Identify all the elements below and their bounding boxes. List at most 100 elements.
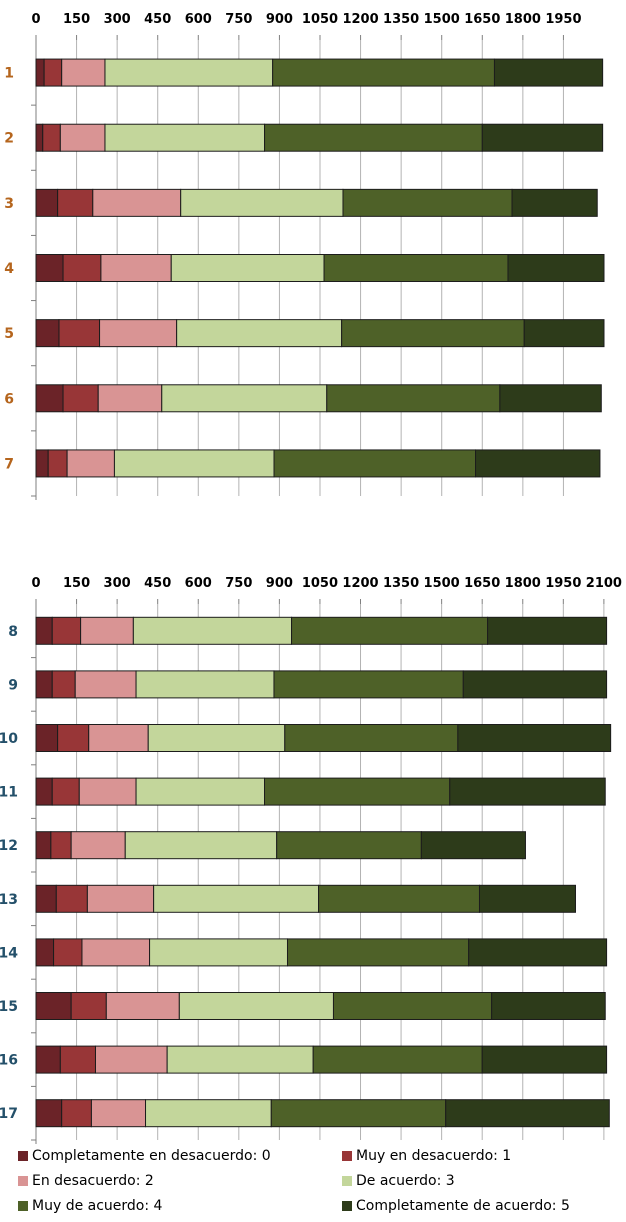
- bar-segment: [57, 188, 94, 217]
- bar-segment: [104, 123, 266, 152]
- bar-segment: [66, 449, 115, 478]
- bar-segment: [35, 884, 57, 913]
- bar-segment: [312, 1045, 483, 1074]
- category-label: 13: [0, 892, 18, 908]
- bar-segment: [124, 831, 278, 860]
- legend: Completamente en desacuerdo: 0 Muy en de…: [18, 1146, 618, 1222]
- bar-segment: [58, 319, 101, 348]
- bar-segment: [499, 384, 602, 413]
- category-label: 11: [0, 785, 18, 801]
- bar-segment: [457, 724, 612, 752]
- x-tick-label: 1800: [505, 576, 541, 591]
- x-tick-label: 1200: [342, 12, 378, 27]
- x-tick-label: 450: [144, 576, 171, 591]
- bar-segment: [100, 254, 172, 282]
- x-tick-label: 1500: [424, 576, 460, 591]
- bar-segment: [113, 449, 275, 478]
- bar-segment: [47, 449, 68, 478]
- bar-segment: [145, 1099, 272, 1128]
- bar-segment: [462, 670, 608, 699]
- bar-segment: [132, 616, 293, 645]
- bar-segment: [135, 777, 266, 806]
- category-label: 10: [0, 731, 18, 747]
- bar-segment: [511, 188, 598, 217]
- bar-segment: [135, 670, 275, 699]
- x-tick-label: 1800: [505, 12, 541, 27]
- bar-segment: [70, 831, 126, 860]
- bar-segment: [97, 384, 163, 413]
- bar-segment: [35, 992, 72, 1020]
- bar-segment: [445, 1099, 610, 1128]
- bar-segment: [332, 992, 493, 1020]
- bar-segment: [273, 670, 464, 699]
- bar-segment: [468, 938, 608, 967]
- bar-segment: [166, 1045, 314, 1074]
- category-label: 1: [4, 66, 14, 82]
- bar-segment: [493, 58, 604, 87]
- category-label: 8: [8, 624, 18, 640]
- bar-segment: [78, 777, 137, 806]
- bar-segment: [264, 777, 451, 806]
- bar-segment: [94, 1045, 168, 1074]
- bar-segment: [180, 188, 344, 217]
- bar-segment: [35, 1099, 63, 1128]
- bar-segment: [53, 938, 83, 967]
- x-tick-label: 0: [31, 12, 40, 27]
- bar-segment: [449, 777, 606, 806]
- legend-label: Muy en desacuerdo: 1: [356, 1148, 512, 1164]
- bar-segment: [88, 724, 149, 752]
- bar-segment: [170, 254, 325, 282]
- legend-swatch: [18, 1151, 28, 1161]
- bar-segment: [35, 384, 64, 413]
- x-tick-label: 1500: [424, 12, 460, 27]
- bar-segment: [161, 384, 328, 413]
- bar-segment: [318, 884, 480, 913]
- legend-swatch: [342, 1176, 352, 1186]
- x-tick-label: 1200: [342, 576, 378, 591]
- bar-segment: [35, 831, 52, 860]
- bar-segment: [178, 992, 334, 1020]
- legend-item-de-acuerdo: De acuerdo: 3: [342, 1173, 455, 1189]
- bar-segment: [80, 616, 134, 645]
- bar-segment: [272, 58, 495, 87]
- bar-segment: [273, 449, 477, 478]
- bar-segment: [51, 670, 76, 699]
- category-label: 15: [0, 999, 18, 1015]
- bar-segment: [420, 831, 526, 860]
- x-tick-label: 1650: [464, 576, 500, 591]
- x-tick-label: 150: [63, 576, 90, 591]
- legend-item-en-desacuerdo: En desacuerdo: 2: [18, 1173, 154, 1189]
- x-tick-label: 2100: [586, 576, 622, 591]
- x-tick-label: 1650: [464, 12, 500, 27]
- bar-segment: [147, 724, 286, 752]
- category-label: 3: [4, 196, 14, 212]
- bar-segment: [475, 449, 601, 478]
- bar-segment: [341, 319, 525, 348]
- bar-segment: [35, 777, 53, 806]
- bar-segment: [81, 938, 151, 967]
- bar-segment: [62, 384, 99, 413]
- bar-segment: [35, 1045, 61, 1074]
- bar-segment: [487, 616, 608, 645]
- bar-segment: [59, 123, 106, 152]
- x-tick-label: 1350: [383, 576, 419, 591]
- bar-segment: [291, 616, 489, 645]
- legend-item-muy-de-acuerdo: Muy de acuerdo: 4: [18, 1198, 162, 1214]
- bar-segment: [62, 254, 102, 282]
- category-label: 6: [4, 391, 14, 407]
- bar-segment: [35, 58, 45, 87]
- bar-segment: [35, 724, 59, 752]
- bar-segment: [264, 123, 483, 152]
- category-label: 12: [0, 838, 18, 854]
- category-label: 9: [8, 677, 18, 693]
- bar-segment: [491, 992, 606, 1020]
- category-label: 7: [4, 456, 14, 472]
- bar-segment: [481, 123, 604, 152]
- bar-segment: [86, 884, 155, 913]
- bar-segment: [35, 123, 44, 152]
- bar-segment: [323, 254, 509, 282]
- legend-item-completamente-de-acuerdo: Completamente de acuerdo: 5: [342, 1198, 570, 1214]
- bar-segment: [92, 188, 182, 217]
- bar-segment: [149, 938, 288, 967]
- x-tick-label: 1350: [383, 12, 419, 27]
